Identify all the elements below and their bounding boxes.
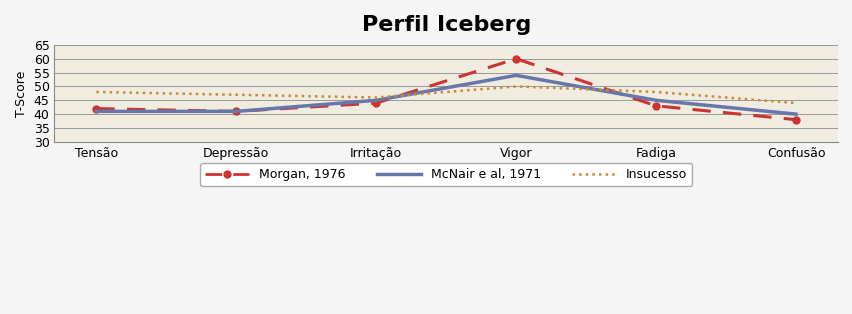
McNair e al, 1971 [510,73,521,77]
Morgan, 1976 [790,118,800,122]
Line: Insucesso: Insucesso [96,86,795,103]
X-axis label: Escalas do POMS: Escalas do POMS [393,165,499,178]
Morgan, 1976 [231,110,241,113]
Morgan, 1976 [371,101,381,105]
Line: McNair e al, 1971: McNair e al, 1971 [96,75,795,114]
Y-axis label: T-Score: T-Score [15,70,28,116]
Morgan, 1976 [510,57,521,61]
McNair e al, 1971 [371,98,381,102]
Insucesso [231,93,241,97]
Line: Morgan, 1976: Morgan, 1976 [93,55,798,123]
Legend: Morgan, 1976, McNair e al, 1971, Insucesso: Morgan, 1976, McNair e al, 1971, Insuces… [200,163,691,186]
McNair e al, 1971 [91,110,101,113]
Morgan, 1976 [91,107,101,111]
McNair e al, 1971 [790,112,800,116]
Insucesso [650,90,660,94]
Title: Perfil Iceberg: Perfil Iceberg [361,15,530,35]
Insucesso [91,90,101,94]
Morgan, 1976 [650,104,660,108]
McNair e al, 1971 [231,110,241,113]
Insucesso [510,84,521,88]
McNair e al, 1971 [650,98,660,102]
Insucesso [371,96,381,100]
Insucesso [790,101,800,105]
